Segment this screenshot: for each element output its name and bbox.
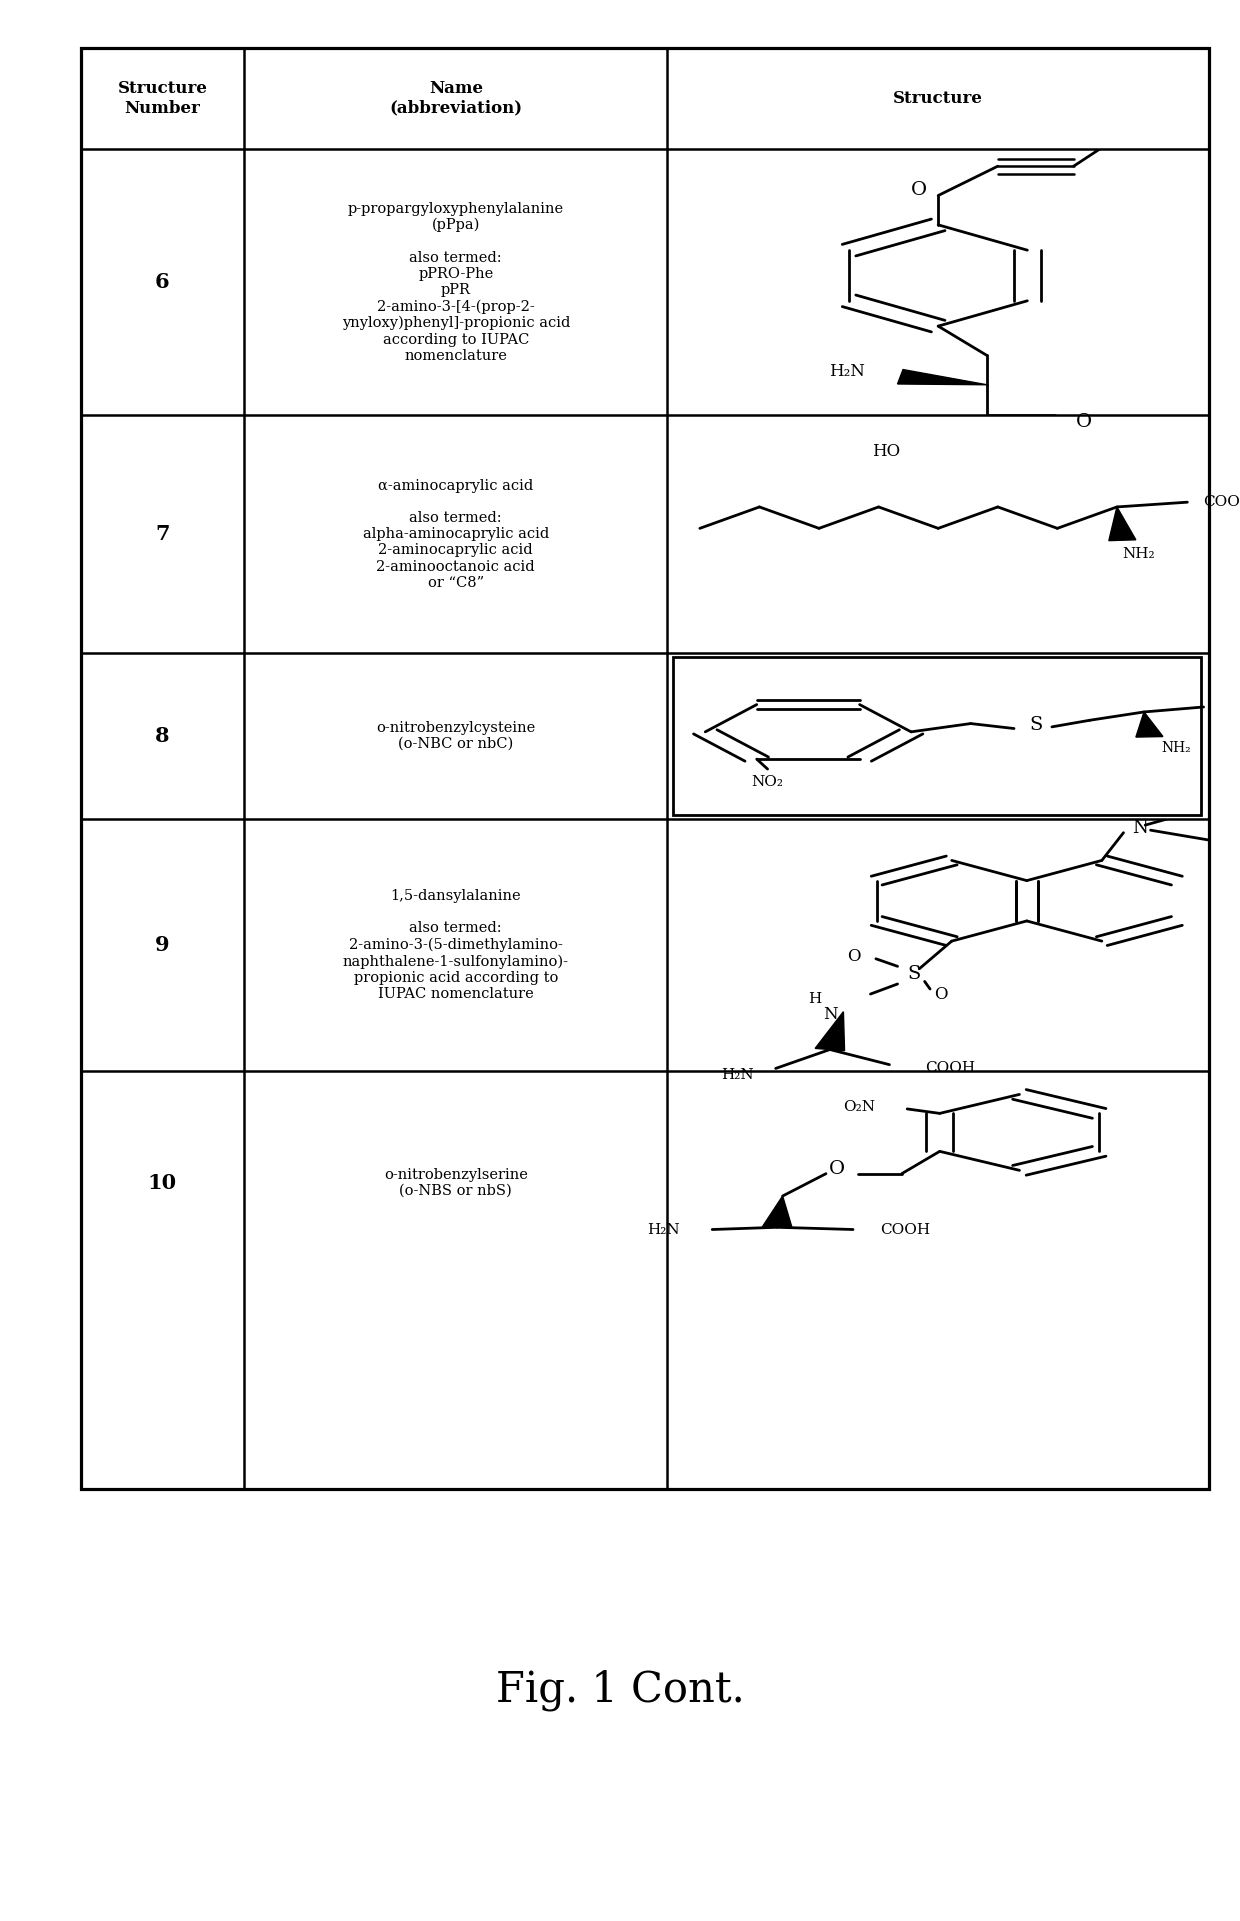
- Text: HO: HO: [872, 444, 900, 459]
- Text: α-aminocaprylic acid

also termed:
alpha-aminocaprylic acid
2-aminocaprylic acid: α-aminocaprylic acid also termed: alpha-…: [362, 478, 549, 590]
- Text: H₂N: H₂N: [830, 363, 866, 380]
- Text: O: O: [911, 181, 928, 200]
- Text: Structure
Number: Structure Number: [118, 81, 207, 117]
- Polygon shape: [763, 1197, 792, 1228]
- Text: O₂N: O₂N: [843, 1099, 874, 1114]
- Text: Fig. 1 Cont.: Fig. 1 Cont.: [496, 1669, 744, 1712]
- Text: NO₂: NO₂: [751, 776, 784, 790]
- Text: H₂N: H₂N: [647, 1222, 680, 1237]
- Polygon shape: [1136, 713, 1163, 738]
- Text: N: N: [1132, 818, 1147, 838]
- Polygon shape: [898, 369, 987, 384]
- Text: COOH: COOH: [880, 1222, 930, 1237]
- Text: p-propargyloxyphenylalanine
(pPpa)

also termed:
pPRO-Phe
pPR
2-amino-3-[4-(prop: p-propargyloxyphenylalanine (pPpa) also …: [341, 202, 570, 363]
- Text: H₂N: H₂N: [722, 1068, 754, 1082]
- Text: 9: 9: [155, 936, 170, 955]
- Text: 7: 7: [155, 524, 170, 544]
- Polygon shape: [1109, 507, 1136, 540]
- Text: Name
(abbreviation): Name (abbreviation): [389, 81, 522, 117]
- Text: S: S: [908, 964, 920, 984]
- Text: 10: 10: [148, 1172, 177, 1193]
- Text: N: N: [823, 1007, 838, 1022]
- Text: O: O: [847, 947, 861, 964]
- Text: 6: 6: [155, 273, 170, 292]
- Text: COOH: COOH: [1204, 496, 1240, 509]
- Polygon shape: [815, 1012, 844, 1051]
- Text: o-nitrobenzylcysteine
(o-NBC or nbC): o-nitrobenzylcysteine (o-NBC or nbC): [376, 720, 536, 751]
- Text: 8: 8: [155, 726, 170, 745]
- Text: NH₂: NH₂: [1162, 742, 1192, 755]
- Text: O: O: [934, 985, 947, 1003]
- Text: o-nitrobenzylserine
(o-NBS or nbS): o-nitrobenzylserine (o-NBS or nbS): [384, 1168, 528, 1197]
- Text: Structure: Structure: [893, 90, 983, 108]
- Text: O: O: [1076, 413, 1092, 430]
- Text: 1,5-dansylalanine

also termed:
2-amino-3-(5-dimethylamino-
naphthalene-1-sulfon: 1,5-dansylalanine also termed: 2-amino-3…: [342, 889, 569, 1001]
- Text: NH₂: NH₂: [1122, 547, 1154, 561]
- Text: O: O: [828, 1160, 844, 1178]
- Text: H: H: [808, 991, 822, 1007]
- Text: S: S: [1029, 717, 1043, 734]
- Bar: [81, 48, 1209, 1489]
- Text: COOH: COOH: [925, 1062, 975, 1076]
